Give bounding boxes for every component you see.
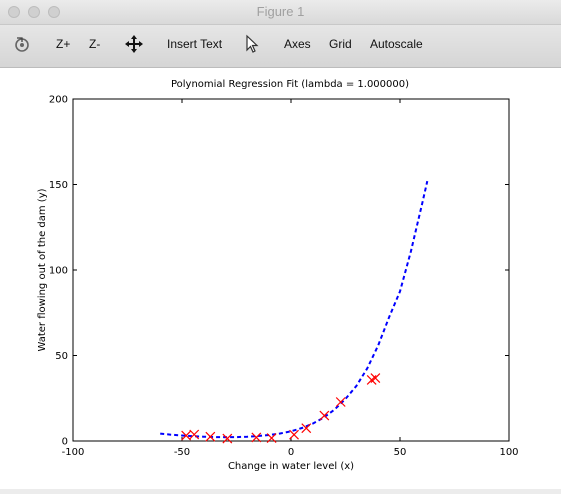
axis-ticks: -100 -50 0 50 100 0 50 100 150 200 bbox=[49, 95, 519, 459]
y-tick-label: 50 bbox=[55, 351, 68, 362]
data-point bbox=[266, 433, 277, 444]
data-point bbox=[251, 432, 262, 443]
pan-icon[interactable] bbox=[124, 34, 144, 59]
data-point bbox=[319, 410, 330, 421]
plot-area: Polynomial Regression Fit (lambda = 1.00… bbox=[0, 68, 561, 489]
data-point bbox=[370, 373, 381, 383]
plot-axes-box bbox=[72, 98, 510, 442]
data-point bbox=[205, 431, 216, 442]
chart-title: Polynomial Regression Fit (lambda = 1.00… bbox=[171, 79, 409, 90]
autoscale-button[interactable]: Autoscale bbox=[370, 37, 423, 51]
select-pointer-icon[interactable] bbox=[245, 34, 259, 59]
data-point bbox=[289, 429, 299, 440]
x-tick-label: 50 bbox=[394, 447, 407, 458]
grid-button[interactable]: Grid bbox=[329, 37, 352, 51]
zoom-in-button[interactable]: Z+ bbox=[56, 37, 71, 51]
title-bar: Figure 1 bbox=[0, 0, 561, 25]
x-tick-label: 100 bbox=[499, 447, 518, 458]
training-points bbox=[181, 373, 381, 444]
data-point bbox=[181, 430, 192, 441]
x-tick-label: 0 bbox=[288, 447, 294, 458]
data-point bbox=[189, 429, 200, 440]
data-point bbox=[222, 433, 233, 444]
fit-curve-line bbox=[160, 180, 429, 439]
y-tick-label: 150 bbox=[49, 180, 68, 191]
window-title: Figure 1 bbox=[256, 4, 305, 19]
fit-curve bbox=[160, 180, 429, 439]
data-point bbox=[335, 397, 346, 407]
y-tick-label: 0 bbox=[62, 437, 68, 448]
insert-text-button[interactable]: Insert Text bbox=[167, 37, 223, 51]
y-tick-label: 100 bbox=[49, 266, 68, 277]
rotate-icon[interactable] bbox=[13, 34, 31, 59]
axes-button[interactable]: Axes bbox=[284, 37, 311, 51]
zoom-out-button[interactable]: Z- bbox=[89, 37, 101, 51]
polynomial-fit-chart[interactable]: Polynomial Regression Fit (lambda = 1.00… bbox=[0, 68, 561, 489]
data-point bbox=[301, 423, 312, 434]
y-tick-label: 200 bbox=[49, 95, 68, 106]
zoom-window-button[interactable] bbox=[48, 6, 60, 18]
figure-toolbar: Z+ Z- Insert Text Axes Grid Autoscale bbox=[0, 25, 561, 68]
minimize-window-button[interactable] bbox=[28, 6, 40, 18]
x-tick-label: -100 bbox=[62, 447, 85, 458]
x-tick-label: -50 bbox=[174, 447, 190, 458]
close-window-button[interactable] bbox=[8, 6, 20, 18]
y-axis-label: Water flowing out of the dam (y) bbox=[37, 188, 48, 351]
x-axis-label: Change in water level (x) bbox=[228, 461, 354, 472]
